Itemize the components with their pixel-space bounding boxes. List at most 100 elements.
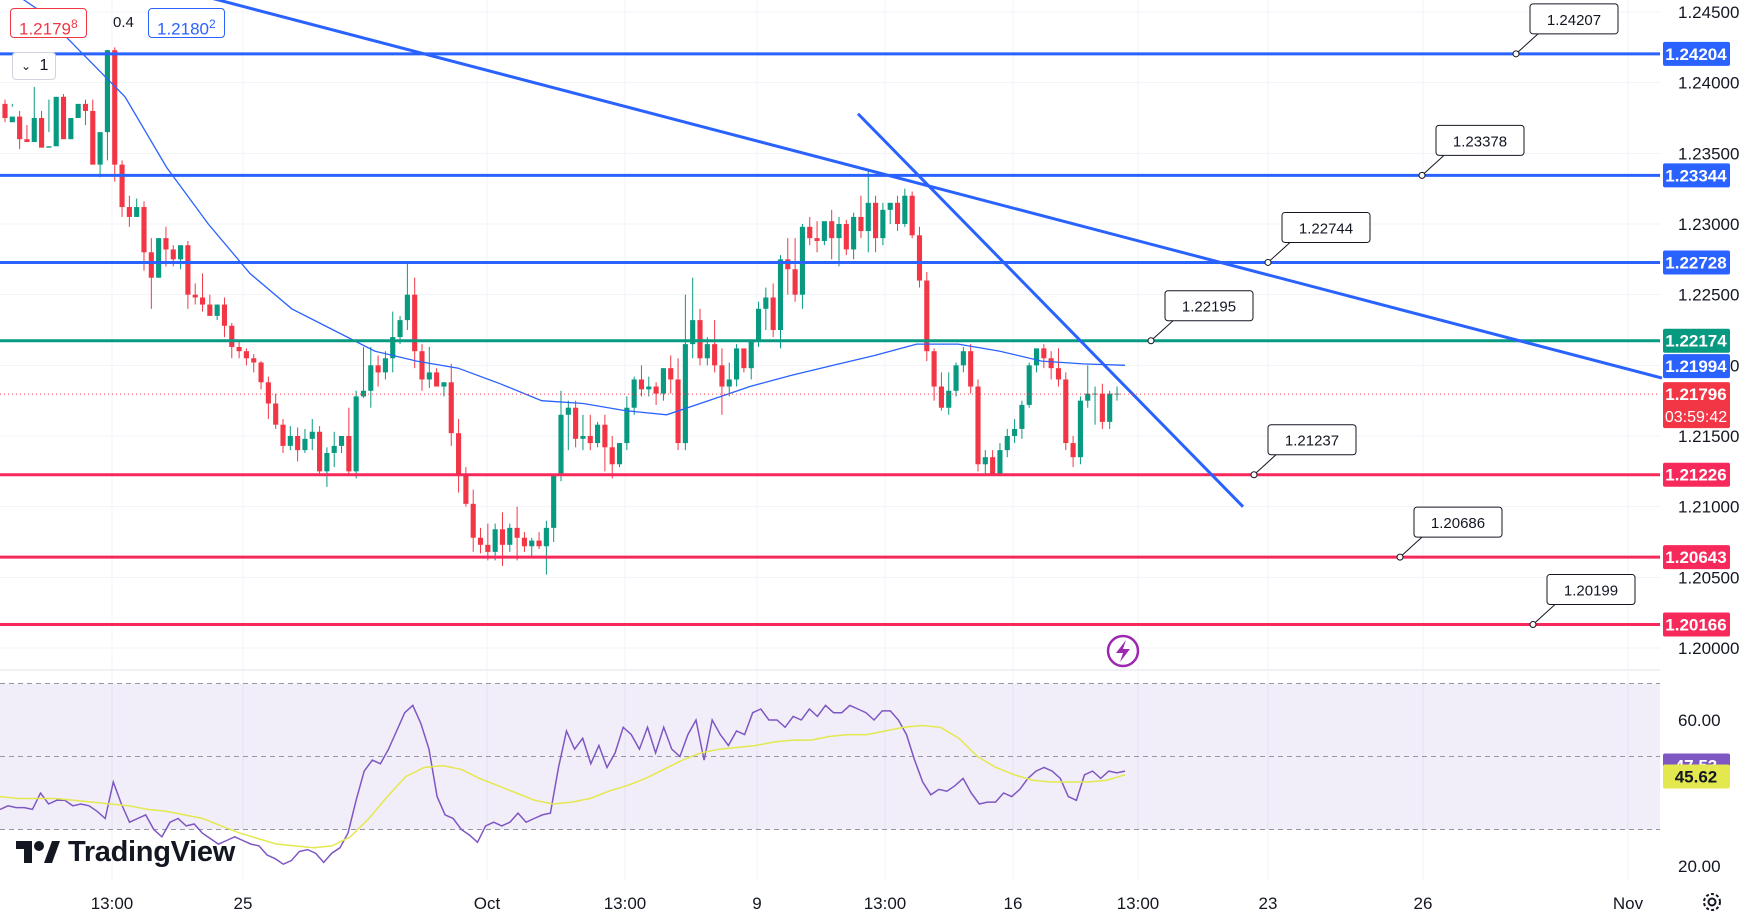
- candle-body: [909, 195, 915, 236]
- candle-body: [31, 118, 37, 143]
- candle-body: [960, 351, 966, 366]
- candle-body: [1092, 393, 1098, 395]
- time-tick-label: 16: [1004, 894, 1023, 913]
- candle-body: [997, 450, 1003, 476]
- candle-body: [507, 527, 513, 545]
- candle-body: [126, 207, 132, 217]
- candle-body: [624, 407, 630, 444]
- logo-text: TradingView: [68, 835, 235, 868]
- candle-body: [390, 337, 396, 359]
- candle-body: [763, 297, 769, 309]
- ask-price-box[interactable]: 1.21802: [148, 8, 225, 39]
- callout-box: [1546, 574, 1636, 606]
- candle-body: [185, 245, 191, 295]
- level-badge: 1.22174: [1665, 332, 1727, 351]
- candle-body: [741, 348, 747, 369]
- candle-body: [112, 50, 118, 165]
- candle-body: [280, 424, 286, 446]
- tradingview-logo[interactable]: TradingView: [14, 832, 235, 872]
- candle-body: [68, 118, 74, 140]
- candle-body: [419, 351, 425, 380]
- rsi-tick-label: 20.00: [1678, 857, 1721, 876]
- candle-body: [807, 226, 813, 239]
- candle-body: [1077, 400, 1083, 458]
- level-badge: 1.20643: [1665, 548, 1726, 567]
- candle-body: [287, 436, 293, 446]
- price-tick-label: 1.21500: [1678, 427, 1739, 446]
- candle-body: [646, 386, 652, 390]
- lightning-bolt: [1116, 640, 1130, 662]
- candle-body: [1107, 393, 1113, 422]
- chevron-down-icon: ⌄: [21, 59, 32, 73]
- callout-box: [1435, 124, 1525, 156]
- candle-body: [580, 436, 586, 439]
- candle-body: [375, 365, 381, 373]
- candle-body: [851, 216, 857, 250]
- callout-anchor: [1418, 171, 1426, 179]
- callout-label: 1.21237: [1285, 433, 1339, 450]
- candle-body: [543, 527, 549, 547]
- gear-icon[interactable]: [1700, 890, 1724, 914]
- candle-body: [104, 50, 110, 133]
- tradingview-logo-icon: [16, 841, 60, 863]
- callout-box: [1164, 290, 1254, 322]
- interval-selector[interactable]: ⌄ 1: [12, 52, 56, 80]
- candle-body: [1055, 368, 1062, 380]
- bid-price-box[interactable]: 1.21798: [10, 8, 87, 39]
- candle-body: [463, 475, 469, 504]
- time-tick-label: 13:00: [91, 894, 134, 913]
- candle-body: [668, 368, 674, 380]
- candle-body: [97, 132, 103, 165]
- candle-body: [777, 259, 784, 330]
- candle-body: [163, 238, 169, 250]
- current-price-badge: 1.21796: [1665, 385, 1726, 404]
- candle-body: [448, 382, 454, 434]
- candle-body: [938, 386, 944, 408]
- candle-body: [558, 414, 564, 476]
- candle-body: [631, 379, 637, 408]
- level-badge-bg: [1663, 250, 1730, 275]
- candle-body: [265, 382, 271, 404]
- candle-body: [170, 249, 176, 260]
- candle-body: [46, 146, 52, 148]
- candle-body: [536, 540, 542, 547]
- candle-body: [719, 365, 725, 387]
- candle-body: [690, 320, 696, 345]
- callout-leader: [1515, 33, 1539, 55]
- candle-body: [514, 527, 520, 538]
- level-badge-bg: [1663, 328, 1730, 353]
- candle-body: [456, 433, 462, 476]
- candle-body: [221, 304, 228, 326]
- candle-body: [551, 475, 557, 528]
- candle-body: [39, 118, 45, 148]
- price-tick-label: 1.21000: [1678, 498, 1739, 517]
- candle-body: [602, 424, 608, 448]
- candle-body: [141, 207, 147, 253]
- candle-body: [609, 447, 615, 465]
- candle-body: [24, 139, 30, 143]
- candle-body: [953, 365, 959, 391]
- candle-body: [331, 445, 337, 453]
- descending-trendline: [212, 0, 1663, 380]
- level-badge-bg: [1663, 41, 1730, 66]
- candle-body: [1099, 393, 1105, 422]
- callout-box: [1413, 506, 1503, 538]
- candle-body: [397, 320, 403, 338]
- rsi-ma-line: [0, 724, 1126, 849]
- candle-body: [843, 224, 849, 250]
- candle-body: [770, 297, 776, 330]
- level-badge-bg: [1663, 612, 1730, 637]
- callout-anchor: [1512, 50, 1520, 58]
- candle-body: [748, 339, 754, 369]
- candle-body: [360, 390, 367, 397]
- candle-body: [295, 436, 301, 451]
- candle-body: [199, 297, 206, 305]
- callout-anchor: [1147, 337, 1155, 345]
- candle-body: [441, 382, 447, 387]
- time-tick-label: 23: [1259, 894, 1278, 913]
- interval-value: 1: [39, 57, 49, 74]
- candle-body: [178, 245, 184, 260]
- callout-box: [1267, 424, 1357, 456]
- candle-body: [836, 224, 842, 239]
